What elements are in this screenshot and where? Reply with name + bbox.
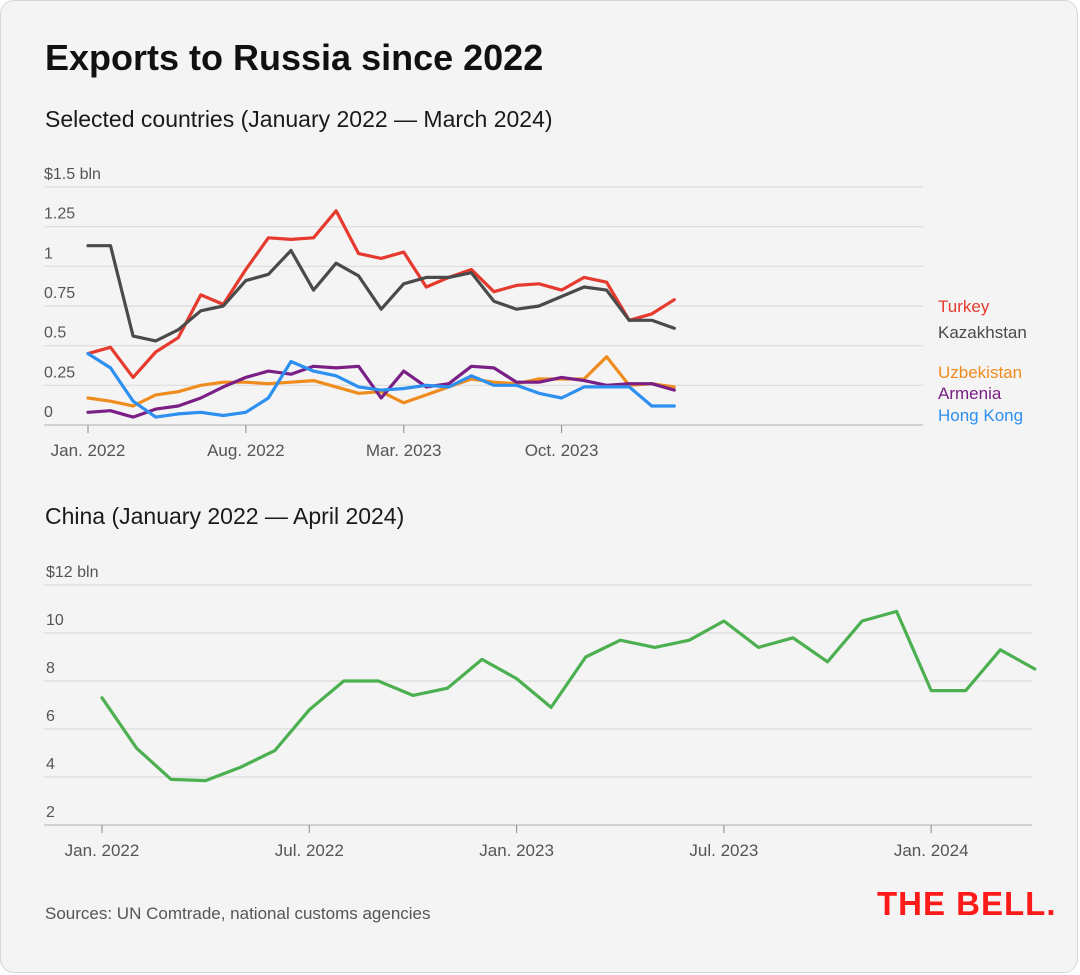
- chart2-x-tick-label: Jan. 2022: [65, 841, 140, 860]
- chart2-line-series: [100, 609, 1037, 783]
- chart1-series-label-kazakhstan: Kazakhstan: [938, 323, 1027, 342]
- chart1-x-tick-label: Oct. 2023: [525, 441, 599, 460]
- chart1-y-tick-label: 0.25: [44, 364, 75, 381]
- chart1-line-hong-kong: [86, 352, 676, 419]
- chart1-y-tick-label: 1: [44, 245, 53, 262]
- chart1-y-tick-label: 0: [44, 404, 53, 421]
- chart2-title: China (January 2022 — April 2024): [45, 503, 405, 529]
- chart2-x-tick-label: Jan. 2024: [894, 841, 969, 860]
- chart2-y-tick-label: 2: [46, 804, 55, 821]
- chart1-line-kazakhstan: [86, 244, 676, 343]
- chart1-series-label-uzbekistan: Uzbekistan: [938, 363, 1022, 382]
- chart2-y-tick-label: 4: [46, 756, 55, 773]
- the-bell-logo: THE BELL.: [877, 885, 1057, 922]
- chart2-y-tick-label: 10: [46, 612, 64, 629]
- chart1-x-tick-label: Aug. 2022: [207, 441, 285, 460]
- page-title: Exports to Russia since 2022: [45, 37, 544, 78]
- chart1-series-label-hong-kong: Hong Kong: [938, 406, 1023, 425]
- chart1-y-tick-label: 0.75: [44, 285, 75, 302]
- chart1-series-label-turkey: Turkey: [938, 297, 990, 316]
- chart2-x-tick-label: Jul. 2023: [689, 841, 758, 860]
- chart1-series-label-armenia: Armenia: [938, 384, 1002, 403]
- chart1-x-tick-label: Jan. 2022: [51, 441, 126, 460]
- chart1-y-tick-label: 0.5: [44, 325, 66, 342]
- chart2-y-tick-label: 6: [46, 708, 55, 725]
- chart1-x-tick-label: Mar. 2023: [366, 441, 442, 460]
- chart1-y-tick-label: 1.25: [44, 206, 75, 223]
- chart1-line-armenia: [86, 364, 676, 419]
- chart2-x-tick-label: Jul. 2022: [275, 841, 344, 860]
- chart1-y-tick-label: $1.5 bln: [44, 166, 101, 183]
- chart2-y-tick-label: $12 bln: [46, 564, 99, 581]
- sources-note: Sources: UN Comtrade, national customs a…: [45, 904, 431, 923]
- chart2-y-tick-label: 8: [46, 660, 55, 677]
- chart1-title: Selected countries (January 2022 — March…: [45, 106, 553, 132]
- chart2-x-tick-label: Jan. 2023: [479, 841, 554, 860]
